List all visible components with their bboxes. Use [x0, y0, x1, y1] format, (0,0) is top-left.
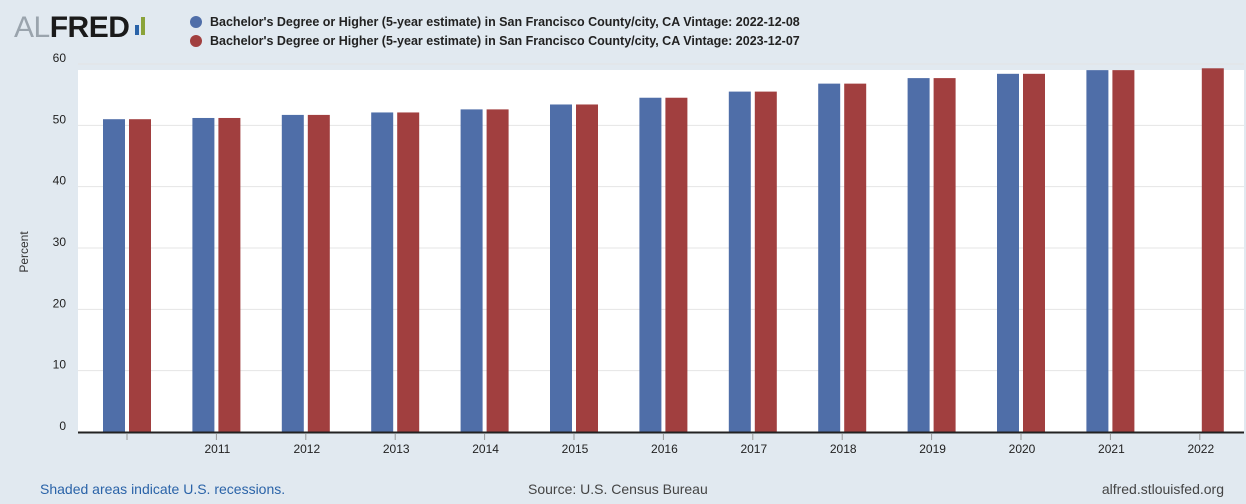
x-tick-label: 2019 — [919, 442, 946, 456]
x-tick-label: 2021 — [1098, 442, 1125, 456]
x-tick-label: 2011 — [204, 442, 230, 456]
site-link[interactable]: alfred.stlouisfed.org — [1101, 481, 1224, 497]
x-tick-label: 2016 — [651, 442, 678, 456]
y-tick-label: 30 — [53, 235, 67, 249]
bar-vintage-2023-2016[interactable] — [665, 97, 688, 432]
legend: Bachelor's Degree or Higher (5-year esti… — [190, 12, 800, 50]
bar-vintage-2022-2020[interactable] — [997, 73, 1019, 433]
bar-vintage-2022-2016[interactable] — [639, 97, 662, 432]
bar-vintage-2023-2010[interactable] — [129, 119, 151, 432]
bar-vintage-2023-2019[interactable] — [933, 78, 956, 433]
bar-vintage-2022-2011[interactable] — [192, 117, 215, 433]
source-text: Source: U.S. Census Bureau — [528, 481, 708, 497]
bar-vintage-2022-2012[interactable] — [281, 114, 304, 432]
legend-dot-blue — [190, 15, 202, 28]
legend-dot-red — [190, 34, 202, 47]
x-tick-label: 2022 — [1187, 442, 1214, 456]
bar-vintage-2023-2022[interactable] — [1201, 68, 1224, 432]
bar-vintage-2023-2018[interactable] — [844, 83, 867, 433]
bar-vintage-2023-2013[interactable] — [397, 112, 420, 432]
bar-vintage-2022-2017[interactable] — [728, 91, 751, 432]
bar-vintage-2023-2015[interactable] — [576, 104, 598, 432]
x-tick-label: 2018 — [830, 442, 857, 456]
x-tick-label: 2015 — [562, 442, 589, 456]
bar-vintage-2023-2011[interactable] — [218, 117, 241, 433]
bar-vintage-2023-2014[interactable] — [486, 109, 509, 433]
bar-vintage-2023-2012[interactable] — [307, 114, 330, 432]
bar-chart: 0 10 20 30 40 50 60 2011 2012 2013 2014 2015 2016 20… — [17, 51, 1244, 456]
alfred-logo[interactable]: ALFRED — [14, 10, 147, 46]
y-tick-label: 60 — [53, 51, 67, 65]
x-tick-label: 2012 — [293, 442, 320, 456]
bar-vintage-2022-2010[interactable] — [103, 119, 125, 432]
legend-item-2022[interactable]: Bachelor's Degree or Higher (5-year esti… — [190, 12, 800, 31]
logo-prefix: AL — [14, 11, 50, 44]
legend-item-2023[interactable]: Bachelor's Degree or Higher (5-year esti… — [190, 31, 800, 50]
bar-vintage-2022-2013[interactable] — [371, 112, 394, 432]
bar-vintage-2022-2019[interactable] — [907, 78, 930, 433]
y-tick-label: 40 — [53, 174, 67, 188]
recession-note[interactable]: Shaded areas indicate U.S. recessions. — [40, 481, 286, 497]
fred-graph-icon — [135, 17, 147, 35]
bar-vintage-2022-2015[interactable] — [550, 104, 572, 432]
y-tick-label: 0 — [59, 419, 66, 433]
bar-vintage-2022-2014[interactable] — [460, 109, 483, 433]
y-tick-label: 10 — [53, 358, 67, 372]
logo-bold: FRED — [49, 11, 130, 44]
bar-vintage-2023-2021[interactable] — [1112, 70, 1135, 432]
x-tick-label: 2014 — [472, 442, 499, 456]
bar-vintage-2023-2017[interactable] — [754, 91, 777, 432]
bar-vintage-2022-2018[interactable] — [818, 83, 841, 433]
x-tick-label: 2013 — [383, 442, 410, 456]
legend-label: Bachelor's Degree or Higher (5-year esti… — [210, 14, 800, 29]
y-tick-label: 20 — [53, 296, 67, 310]
x-tick-label: 2020 — [1009, 442, 1036, 456]
bar-vintage-2023-2020[interactable] — [1023, 73, 1045, 433]
y-tick-label: 50 — [53, 112, 67, 126]
bar-vintage-2022-2021[interactable] — [1086, 70, 1109, 432]
legend-label: Bachelor's Degree or Higher (5-year esti… — [210, 33, 800, 48]
x-tick-label: 2017 — [740, 442, 767, 456]
y-axis-label: Percent — [17, 231, 31, 273]
